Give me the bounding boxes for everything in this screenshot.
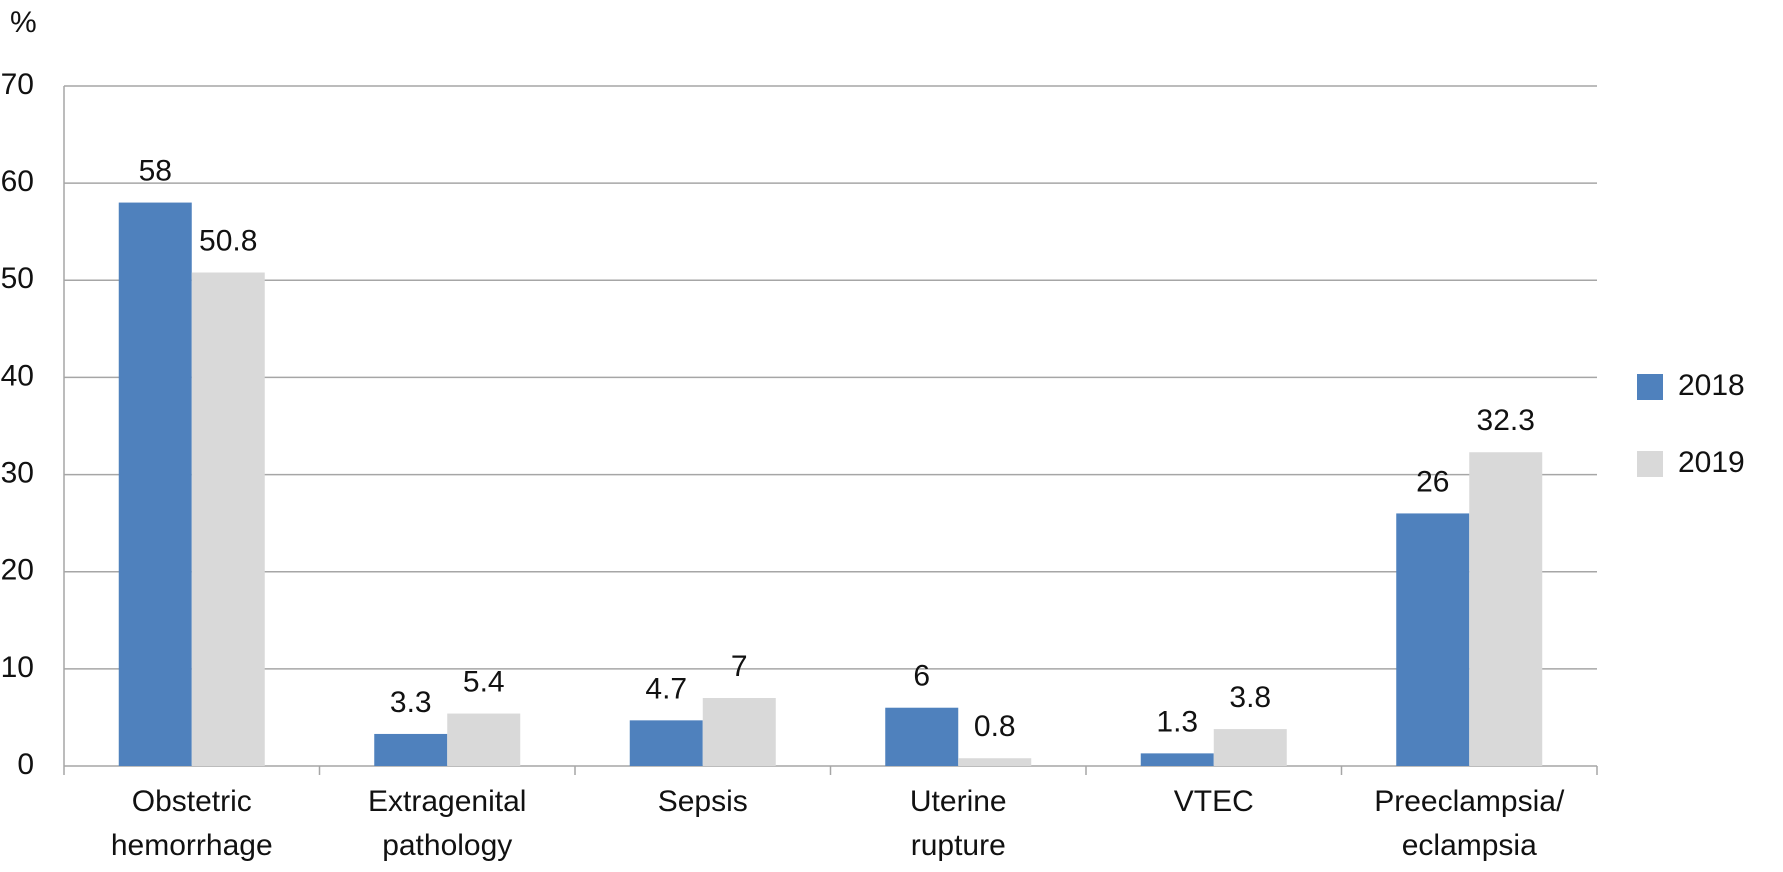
bar (885, 707, 959, 766)
y-tick-label: 10 (1, 651, 34, 684)
bar (447, 713, 521, 766)
y-tick-label: 70 (1, 68, 34, 101)
legend-label: 2019 (1678, 446, 1745, 479)
bar (702, 698, 776, 766)
legend-swatch (1637, 451, 1663, 477)
x-tick-label: Uterine (910, 785, 1007, 818)
bar (1396, 513, 1470, 766)
legend-swatch (1637, 374, 1663, 400)
value-label: 7 (731, 650, 748, 683)
bar (1140, 753, 1214, 766)
x-tick-label: Extragenital (368, 785, 526, 818)
y-axis-label: % (10, 6, 37, 39)
bar (958, 758, 1032, 766)
value-label: 6 (913, 660, 930, 693)
x-tick-label: hemorrhage (111, 829, 273, 862)
bar (374, 733, 448, 766)
y-tick-label: 60 (1, 165, 34, 198)
bar (1213, 729, 1287, 766)
x-tick-label: eclampsia (1402, 829, 1537, 862)
y-tick-label: 40 (1, 359, 34, 392)
y-tick-label: 0 (17, 748, 34, 781)
value-label: 4.7 (645, 672, 687, 705)
y-tick-label: 50 (1, 262, 34, 295)
value-label: 3.8 (1229, 681, 1271, 714)
x-tick-label: Obstetric (132, 785, 252, 818)
value-label: 0.8 (974, 710, 1016, 743)
x-tick-label: Preeclampsia/ (1374, 785, 1565, 818)
bar (1469, 452, 1543, 766)
bar (629, 720, 703, 766)
value-label: 50.8 (199, 224, 257, 257)
value-label: 5.4 (463, 665, 505, 698)
x-tick-label: rupture (911, 829, 1006, 862)
value-label: 3.3 (390, 686, 432, 719)
x-tick-label: pathology (382, 829, 512, 862)
value-label: 26 (1416, 465, 1449, 498)
y-tick-label: 30 (1, 456, 34, 489)
x-tick-label: VTEC (1174, 785, 1254, 818)
bar (191, 272, 265, 766)
x-tick-label: Sepsis (658, 785, 748, 818)
value-label: 32.3 (1477, 404, 1535, 437)
value-label: 58 (139, 154, 172, 187)
legend-label: 2018 (1678, 369, 1745, 402)
value-label: 1.3 (1156, 705, 1198, 738)
y-tick-label: 20 (1, 554, 34, 587)
bar (118, 202, 192, 767)
